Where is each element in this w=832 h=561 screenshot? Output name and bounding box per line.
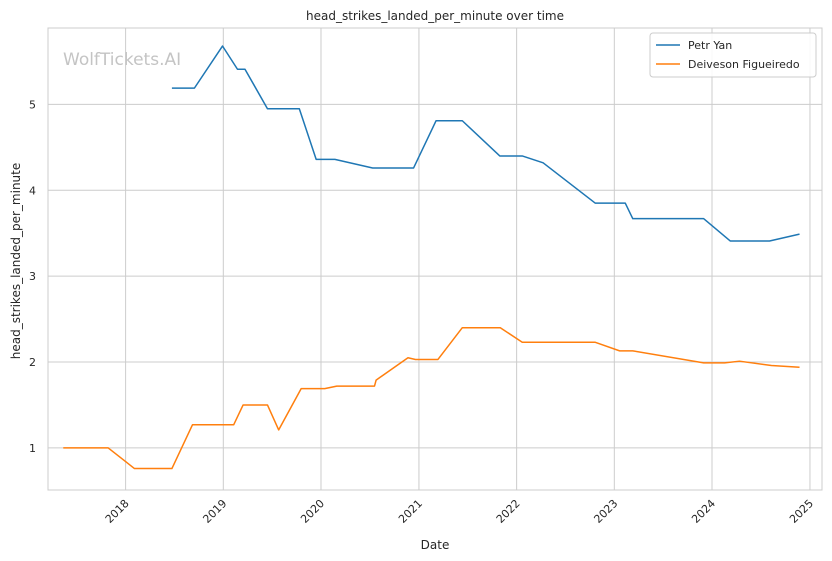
plot-border [47, 27, 823, 491]
y-tick-label: 2 [29, 356, 36, 369]
y-tick-label: 4 [29, 184, 36, 197]
legend: Petr Yan Deiveson Figueiredo [649, 32, 817, 78]
chart-title: head_strikes_landed_per_minute over time [306, 9, 564, 23]
series-line-0 [171, 45, 800, 242]
y-tick-label: 5 [29, 98, 36, 111]
grid-lines [48, 28, 822, 490]
y-axis-ticks: 1 2 3 4 5 [29, 98, 36, 454]
watermark-text: WolfTickets.AI [63, 50, 181, 70]
legend-label: Deiveson Figueiredo [688, 58, 800, 71]
legend-box [649, 32, 817, 78]
y-tick-label: 3 [29, 270, 36, 283]
x-axis-title: Date [421, 538, 450, 552]
y-tick-label: 1 [29, 442, 36, 455]
y-axis-title: head_strikes_landed_per_minute [9, 163, 23, 360]
legend-label: Petr Yan [688, 39, 732, 52]
series-line-1 [63, 326, 800, 470]
series-lines [63, 45, 800, 470]
plot-frame [47, 27, 823, 491]
